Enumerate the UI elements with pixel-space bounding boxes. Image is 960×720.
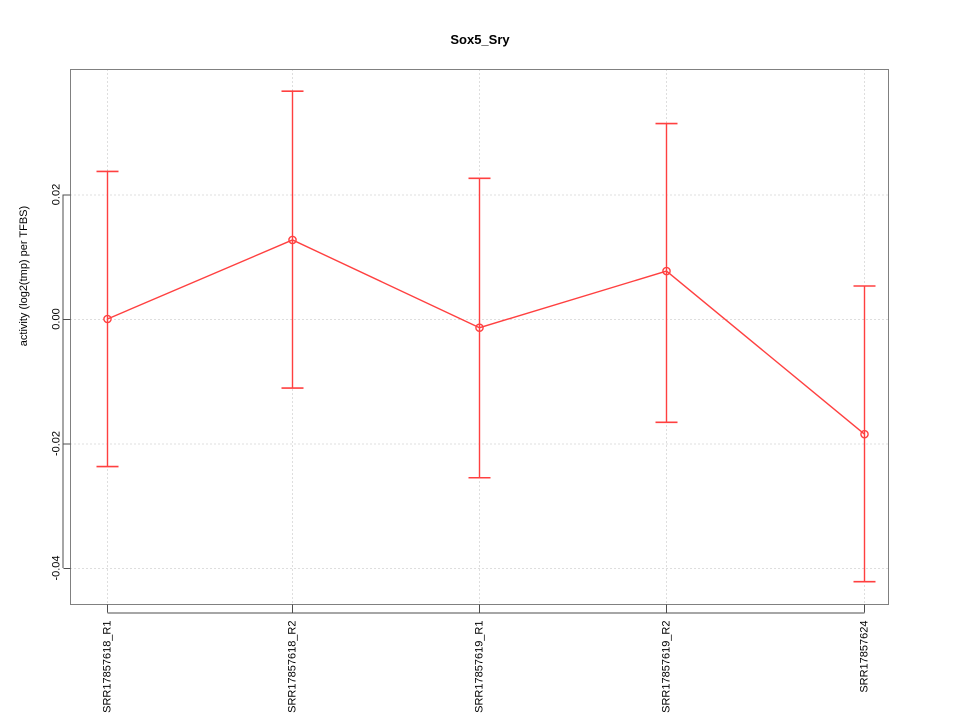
data-point — [860, 429, 869, 439]
y-tick-label: -0.04 — [50, 555, 62, 580]
data-point — [288, 235, 297, 245]
data-line — [107, 239, 865, 435]
y-axis-ticks — [62, 194, 71, 569]
y-tick-label: 0.02 — [50, 184, 62, 205]
series-line — [107, 239, 865, 435]
data-point — [475, 323, 484, 333]
x-tick-label: SRR17857619_R1 — [473, 621, 485, 713]
error-bars — [96, 90, 876, 583]
y-tick-label: 0.00 — [50, 308, 62, 329]
data-point — [662, 266, 671, 276]
y-tick-label: -0.02 — [50, 431, 62, 456]
x-tick-label: SRR17857618_R1 — [101, 621, 113, 713]
data-point — [103, 314, 112, 324]
x-tick-label: SRR17857624 — [858, 621, 870, 693]
x-tick-label: SRR17857618_R2 — [286, 621, 298, 713]
y-axis-tick-labels: 0.02 0.00 -0.02 -0.04 — [50, 184, 62, 581]
x-axis-tick-labels: SRR17857618_R1 SRR17857618_R2 SRR17857619_… — [101, 621, 870, 713]
vertical-gridlines — [107, 69, 865, 605]
x-tick-label: SRR17857619_R2 — [660, 621, 672, 713]
x-axis-ticks — [107, 604, 865, 614]
data-points — [103, 235, 869, 439]
page-title: Sox5_Sry — [450, 32, 510, 47]
